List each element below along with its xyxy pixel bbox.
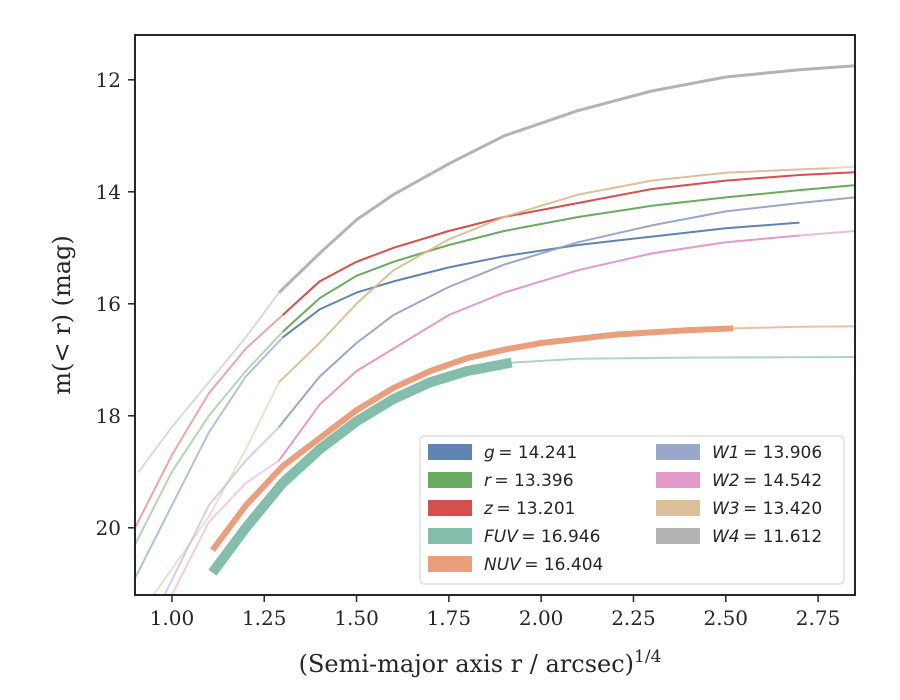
series-fuv-tail-line — [510, 356, 855, 364]
legend-swatch — [656, 444, 700, 460]
series-nuv-line — [210, 325, 734, 552]
series-w3 — [152, 165, 855, 595]
series-w1-line — [278, 196, 855, 428]
legend-box — [419, 435, 845, 585]
x-tick-label: 2.50 — [704, 606, 749, 630]
legend-label: FUV = 16.946 — [484, 527, 600, 547]
series-layer — [135, 64, 855, 595]
series-w4-line — [277, 64, 855, 294]
series-nuv — [210, 325, 855, 552]
x-tick-label: 1.25 — [242, 606, 287, 630]
legend-label: W2 = 14.542 — [712, 471, 822, 491]
series-w2-line — [278, 234, 800, 462]
legend-label: z = 13.201 — [483, 499, 575, 519]
legend-item-g: g = 14.241 — [428, 443, 577, 463]
legend-item-z: z = 13.201 — [428, 499, 575, 519]
x-tick-label: 1.50 — [334, 606, 379, 630]
x-tick-label: 1.00 — [150, 606, 195, 630]
series-w4 — [137, 64, 855, 473]
legend-swatch — [656, 528, 700, 544]
series-w2 — [170, 230, 855, 595]
legend-item-w3: W3 = 13.420 — [656, 499, 822, 519]
y-tick-label: 20 — [96, 516, 121, 540]
legend-swatch — [428, 528, 472, 544]
x-axis-label-superscript: 1/4 — [634, 647, 661, 667]
legend-item-r: r = 13.396 — [428, 471, 574, 491]
legend-item-nuv: NUV = 16.404 — [428, 555, 603, 575]
legend-swatch — [656, 500, 700, 516]
y-tick-label: 18 — [96, 404, 121, 428]
series-w1-extrapolated-line — [163, 426, 280, 595]
series-r-extrapolated-line — [135, 330, 284, 546]
y-tick-label: 12 — [96, 68, 121, 92]
series-g — [135, 221, 800, 580]
legend-swatch — [428, 500, 472, 516]
legend-swatch — [656, 472, 700, 488]
series-fuv — [208, 356, 855, 576]
series-w2-extrapolated-line — [170, 459, 280, 595]
legend-swatch — [428, 472, 472, 488]
legend-item-w2: W2 = 14.542 — [656, 471, 822, 491]
legend-item-w1: W1 = 13.906 — [656, 443, 822, 463]
legend-label: W1 = 13.906 — [712, 443, 822, 463]
plot-frame — [134, 34, 856, 596]
y-tick-label: 14 — [96, 180, 121, 204]
series-r-line — [282, 184, 855, 333]
legend-swatch — [428, 444, 472, 460]
legend-swatch — [428, 556, 472, 572]
series-w3-extrapolated-line — [152, 381, 280, 595]
series-w2-tail-line — [798, 230, 855, 237]
series-w4-extrapolated-line — [137, 291, 280, 473]
legend-label: r = 13.396 — [484, 471, 574, 491]
legend-label: W3 = 13.420 — [712, 499, 822, 519]
legend: g = 14.241 r = 13.396 z = 13.201 FUV = 16.9… — [419, 435, 845, 585]
legend-label: NUV = 16.404 — [484, 555, 603, 575]
x-tick-label: 2.75 — [796, 606, 841, 630]
legend-item-fuv: FUV = 16.946 — [428, 527, 600, 547]
y-tick-label: 16 — [96, 292, 121, 316]
legend-label: W4 = 11.612 — [712, 527, 822, 547]
x-tick-label: 1.75 — [427, 606, 472, 630]
series-nuv-tail-line — [732, 325, 855, 330]
series-g-extrapolated-line — [135, 336, 284, 580]
x-tick-label: 2.00 — [519, 606, 564, 630]
legend-item-w4: W4 = 11.612 — [656, 527, 822, 547]
y-axis-label: m(< r) (mag) — [48, 235, 76, 394]
x-tick-label: 2.25 — [611, 606, 656, 630]
series-w3-tail-line — [828, 165, 855, 170]
axes-layer: 1.00 1.25 1.50 1.75 2.00 2.25 2.50 2.75 12 14 16 18… — [96, 68, 841, 630]
series-r — [135, 184, 855, 546]
legend-label: g = 14.241 — [484, 443, 577, 463]
series-w1 — [163, 196, 855, 595]
series-fuv-line — [208, 357, 513, 576]
x-axis-label: (Semi-major axis r / arcsec)1/4 — [299, 647, 662, 678]
series-w3-line — [278, 167, 830, 383]
series-z-extrapolated-line — [135, 314, 284, 529]
series-g-line — [282, 221, 800, 339]
